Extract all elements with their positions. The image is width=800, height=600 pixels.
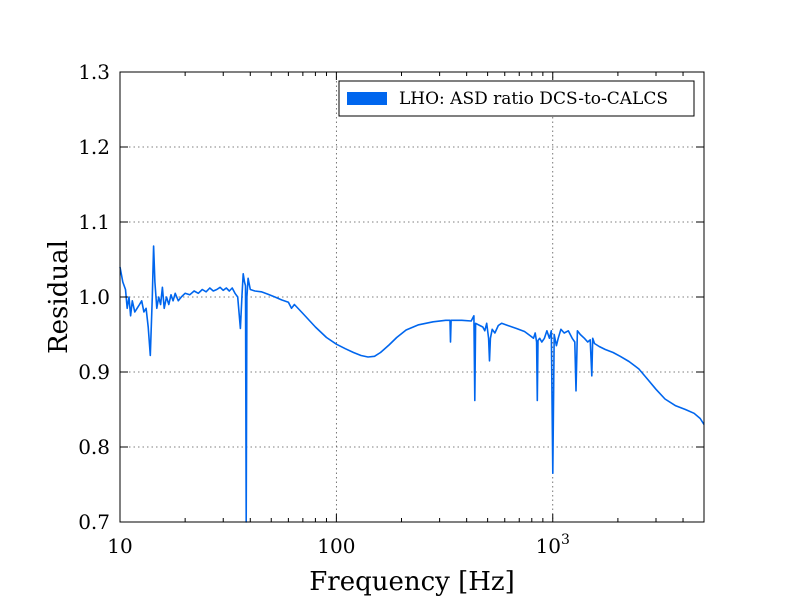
legend-swatch [347,92,387,105]
y-axis-title: Residual [44,240,74,354]
legend: LHO: ASD ratio DCS-to-CALCS [338,80,695,117]
tick-labels: 0.7 0.8 0.9 1.0 1.1 1.2 1.3 10 100 103 [78,60,570,558]
grid-lines [120,72,704,522]
y-tick-label: 1.3 [78,60,110,84]
y-tick-label: 0.7 [78,510,110,534]
series-line [119,245,705,523]
y-tick-label: 1.2 [78,135,110,159]
y-tick-label: 0.9 [78,360,110,384]
x-axis-title: Frequency [Hz] [309,567,515,597]
y-tick-label: 1.0 [78,285,110,309]
y-tick-label: 0.8 [78,435,110,459]
x-tick-label: 103 [536,532,570,558]
x-tick-label: 10 [107,534,132,558]
legend-label: LHO: ASD ratio DCS-to-CALCS [399,89,668,109]
x-tick-label: 100 [317,534,355,558]
x-tick-label-exponent: 3 [561,532,570,548]
tick-marks [119,71,704,523]
y-tick-label: 1.1 [78,210,110,234]
series-layer [119,245,705,523]
legend-box [338,80,695,117]
